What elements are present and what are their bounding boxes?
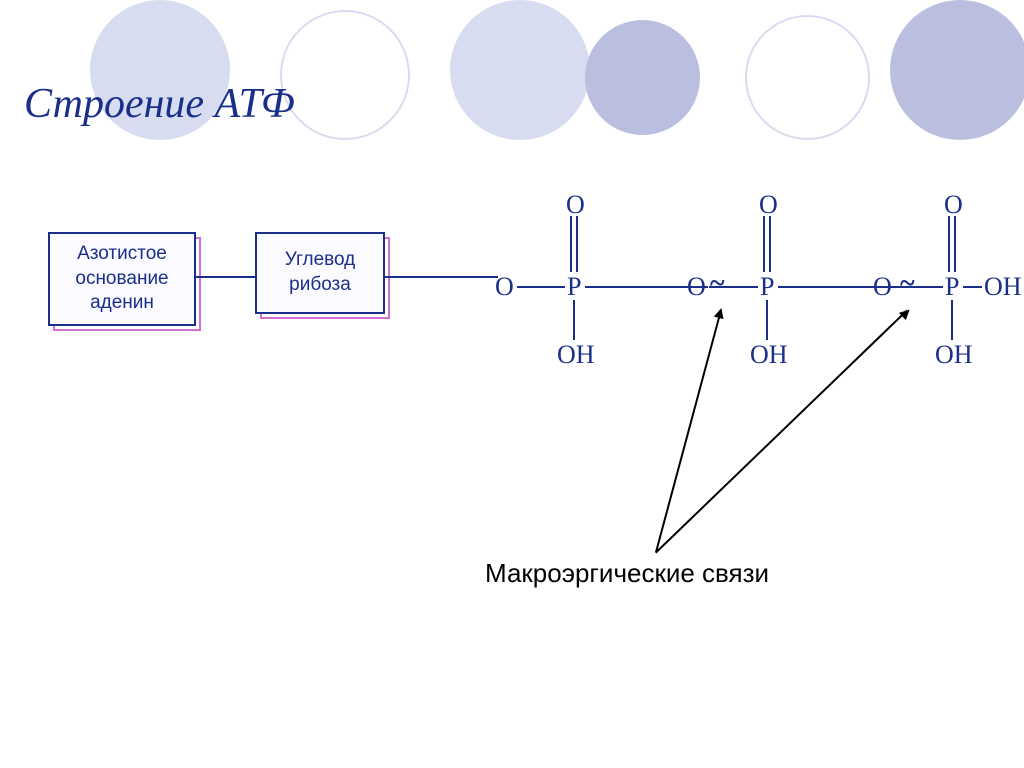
bond-right-c-0 — [730, 286, 732, 288]
oxygen-top-2: O — [944, 190, 963, 220]
oxygen-top-1: O — [759, 190, 778, 220]
sugar-label-line-1: рибоза — [289, 273, 351, 298]
decor-circle-1 — [280, 10, 410, 140]
slide-title: Строение АТФ — [24, 80, 295, 128]
bond-down-1 — [766, 300, 768, 340]
bond-o-p-0 — [517, 286, 565, 288]
dbond-a-2 — [948, 216, 950, 272]
macroergic-bond-1: ~ — [900, 268, 915, 300]
link-line-1 — [385, 276, 498, 278]
base-label-line-1: основание — [75, 267, 168, 292]
oxygen-backbone-0: O — [495, 272, 514, 302]
dbond-a-1 — [763, 216, 765, 272]
sugar-box: Углеводрибоза — [255, 232, 385, 314]
decor-circle-5 — [890, 0, 1024, 140]
dbond-a-0 — [570, 216, 572, 272]
phosphorus-0: P — [567, 272, 581, 302]
oxygen-top-0: O — [566, 190, 585, 220]
macroergic-bond-0: ~ — [710, 268, 725, 300]
dbond-b-1 — [769, 216, 771, 272]
hydroxyl-bottom-0: OH — [557, 340, 595, 370]
bond-down-0 — [573, 300, 575, 340]
dbond-b-2 — [954, 216, 956, 272]
hydroxyl-bottom-1: OH — [750, 340, 788, 370]
decor-circle-3 — [585, 20, 700, 135]
dbond-b-0 — [576, 216, 578, 272]
decor-circle-4 — [745, 15, 870, 140]
bond-right-a-1 — [778, 286, 898, 288]
base-label-line-2: аденин — [90, 291, 154, 316]
sugar-label-line-0: Углевод — [285, 248, 356, 273]
phosphorus-1: P — [760, 272, 774, 302]
phosphorus-2: P — [945, 272, 959, 302]
arrow-line-0 — [655, 310, 721, 552]
arrow-head-1 — [899, 306, 913, 320]
hydroxyl-right: OH — [984, 272, 1022, 302]
link-line-0 — [196, 276, 255, 278]
base-label-line-0: Азотистое — [77, 242, 167, 267]
bond-right-a-0 — [585, 286, 708, 288]
base-box: Азотистоеоснованиеаденин — [48, 232, 196, 326]
bond-right-c-1 — [920, 286, 922, 288]
decor-circle-2 — [450, 0, 590, 140]
macroergic-caption: Макроэргические связи — [485, 558, 769, 589]
bond-down-2 — [951, 300, 953, 340]
hydroxyl-bottom-2: OH — [935, 340, 973, 370]
arrow-head-0 — [714, 307, 726, 319]
bond-p-oh-right — [963, 286, 982, 288]
